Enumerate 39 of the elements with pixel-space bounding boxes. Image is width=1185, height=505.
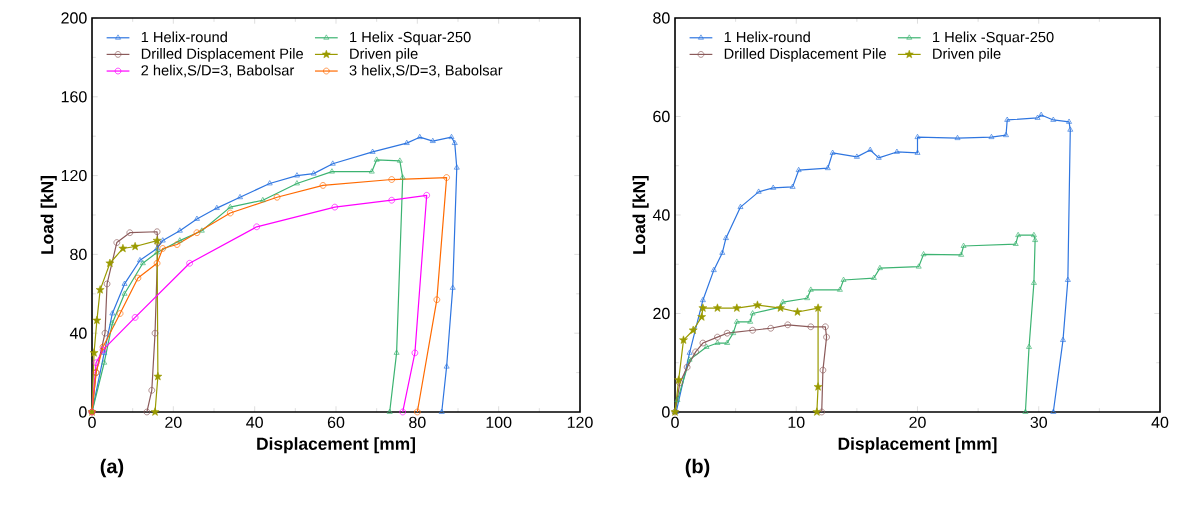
x-tick-label: 0: [88, 416, 96, 429]
x-tick-label: 10: [788, 416, 805, 429]
y-axis-title: Load [kN]: [632, 176, 649, 254]
y-tick-label: 200: [61, 12, 87, 24]
y-tick-label: 60: [653, 110, 670, 123]
x-tick-label: 20: [165, 416, 182, 429]
x-tick-label: 60: [327, 416, 345, 429]
legend-label: Driven pile: [933, 48, 1001, 62]
y-tick-label: 20: [653, 307, 670, 320]
y-tick-label: 0: [662, 406, 670, 418]
x-axis-title: Displacement [mm]: [257, 437, 415, 454]
x-tick-label: 20: [909, 416, 926, 429]
text: (a): [100, 458, 124, 478]
legend-label: 3 helix,S/D=3, Babolsar: [349, 64, 503, 78]
legend-label: 1 Helix-round: [141, 31, 227, 43]
y-tick-label: 160: [61, 91, 87, 103]
y-tick-label: 0: [79, 406, 87, 418]
legend-label: 1 Helix-round: [724, 31, 810, 43]
legend-label: Drilled Displacement Pile: [141, 48, 303, 62]
y-axis-title: Load [kN]: [40, 176, 57, 254]
legend-label: Drilled Displacement Pile: [724, 48, 886, 62]
text: (b): [685, 458, 710, 478]
y-tick-label: 120: [61, 169, 87, 182]
y-tick-label: 40: [69, 327, 87, 339]
y-tick-label: 40: [652, 209, 670, 221]
x-tick-label: 80: [409, 416, 426, 429]
x-tick-label: 0: [671, 416, 679, 429]
x-tick-label: 40: [246, 416, 263, 429]
y-tick-label: 80: [70, 248, 87, 261]
x-tick-label: 30: [1030, 416, 1048, 429]
legend-label: 2 helix,S/D=3, Babolsar: [141, 64, 295, 78]
x-axis-title: Displacement [mm]: [838, 437, 997, 454]
x-tick-label: 100: [486, 416, 512, 429]
legend-label: 1 Helix -Squar-250: [350, 31, 471, 46]
legend-label: 1 Helix -Squar-250: [933, 31, 1054, 46]
legend-label: Driven pile: [350, 48, 418, 62]
x-tick-label: 120: [567, 416, 593, 429]
x-tick-label: 40: [1151, 416, 1169, 429]
y-tick-label: 80: [653, 12, 670, 24]
